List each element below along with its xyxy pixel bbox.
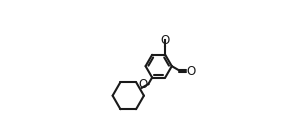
Text: O: O [139,78,148,91]
Text: O: O [161,34,170,47]
Text: O: O [187,65,196,78]
